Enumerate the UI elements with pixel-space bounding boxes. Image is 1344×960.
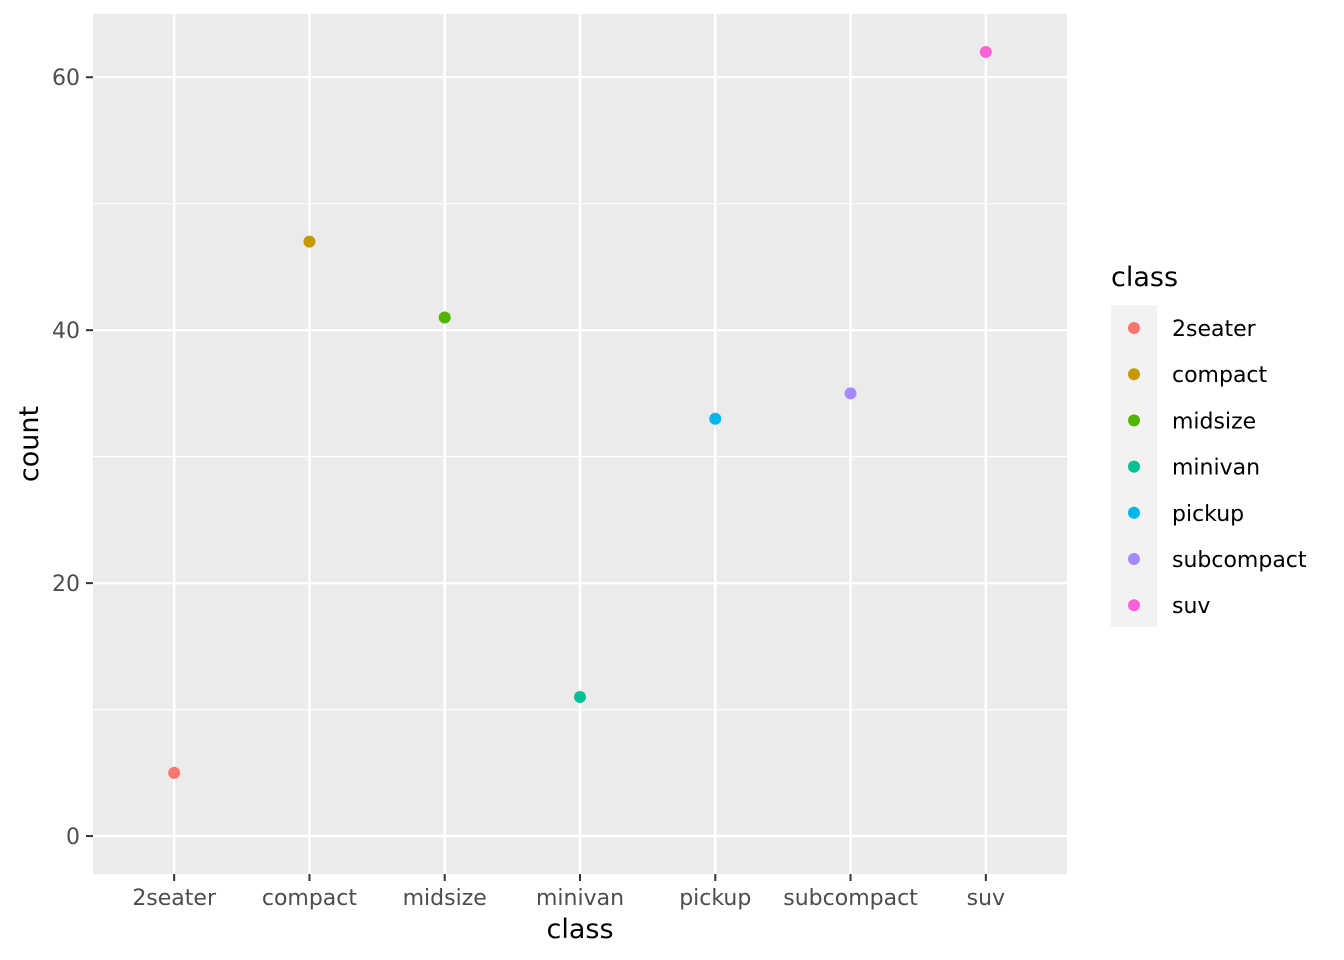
- legend-label-minivan: minivan: [1172, 456, 1260, 481]
- data-point-midsize: [438, 311, 451, 324]
- y-axis: 0 20 40 60: [52, 66, 93, 850]
- data-point-subcompact: [844, 387, 857, 400]
- legend: class 2seater compact midsize minivan pickup…: [1111, 262, 1307, 627]
- x-tick-label: midsize: [403, 886, 487, 911]
- x-tick-label: suv: [967, 886, 1005, 911]
- x-tick-label: 2seater: [132, 886, 217, 911]
- data-point-suv: [979, 45, 992, 58]
- legend-label-compact: compact: [1172, 363, 1268, 388]
- data-point-2seater: [168, 766, 181, 779]
- legend-title: class: [1111, 262, 1178, 293]
- y-axis-title: count: [14, 406, 45, 482]
- legend-key-compact: [1128, 368, 1140, 381]
- data-points: [168, 45, 992, 779]
- legend-key-minivan: [1128, 460, 1140, 473]
- legend-label-suv: suv: [1172, 594, 1210, 619]
- y-tick-label: 40: [52, 319, 80, 344]
- legend-key-2seater: [1128, 322, 1140, 334]
- data-point-pickup: [709, 412, 722, 425]
- legend-key-pickup: [1128, 506, 1140, 519]
- data-point-minivan: [574, 690, 586, 703]
- major-gridlines: [93, 14, 1067, 874]
- legend-label-2seater: 2seater: [1172, 317, 1257, 342]
- legend-label-subcompact: subcompact: [1172, 548, 1307, 573]
- x-tick-label: subcompact: [783, 886, 918, 911]
- legend-key-suv: [1128, 599, 1140, 612]
- legend-label-pickup: pickup: [1172, 502, 1244, 527]
- x-tick-label: minivan: [536, 886, 624, 911]
- y-tick-label: 60: [52, 66, 80, 91]
- x-axis-title: class: [546, 914, 613, 945]
- x-axis: 2seater compact midsize minivan pickup subcom…: [132, 874, 1005, 911]
- y-tick-label: 20: [52, 572, 80, 597]
- x-tick-label: compact: [262, 886, 358, 911]
- x-tick-label: pickup: [679, 886, 751, 911]
- legend-key-midsize: [1128, 414, 1140, 427]
- y-tick-label: 0: [66, 825, 80, 850]
- legend-label-midsize: midsize: [1172, 409, 1256, 434]
- data-point-compact: [303, 235, 316, 248]
- legend-key-subcompact: [1128, 553, 1140, 565]
